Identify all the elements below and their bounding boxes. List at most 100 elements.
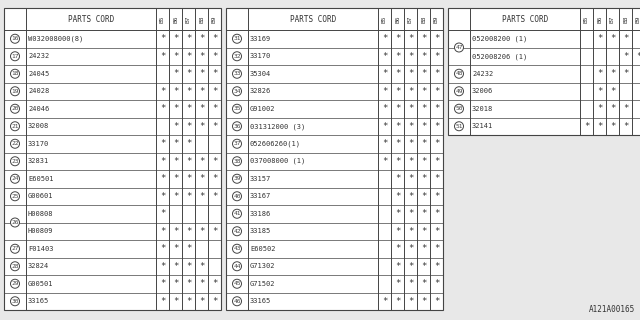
Text: *: *: [408, 192, 413, 201]
Text: 44: 44: [233, 264, 241, 269]
Text: *: *: [395, 52, 400, 61]
Text: 32006: 32006: [472, 88, 493, 94]
Text: *: *: [382, 69, 387, 78]
Text: *: *: [212, 87, 217, 96]
Text: B8: B8: [199, 15, 204, 23]
Text: *: *: [395, 104, 400, 113]
Text: *: *: [610, 87, 615, 96]
Text: *: *: [395, 157, 400, 166]
Text: *: *: [173, 297, 178, 306]
Text: 35: 35: [233, 106, 241, 111]
Text: *: *: [199, 69, 204, 78]
Text: *: *: [212, 122, 217, 131]
Text: *: *: [421, 262, 426, 271]
Text: B9: B9: [636, 15, 640, 23]
Text: 32831: 32831: [28, 158, 49, 164]
Text: *: *: [199, 192, 204, 201]
Text: H00809: H00809: [28, 228, 54, 234]
Text: B5: B5: [160, 15, 165, 23]
Text: *: *: [408, 279, 413, 288]
Text: 43: 43: [233, 246, 241, 251]
Text: *: *: [421, 104, 426, 113]
Text: *: *: [212, 174, 217, 183]
Text: *: *: [160, 157, 165, 166]
Text: 42: 42: [233, 229, 241, 234]
Text: *: *: [434, 279, 439, 288]
Text: PARTS CORD: PARTS CORD: [68, 14, 114, 23]
Text: A121A00165: A121A00165: [589, 305, 635, 314]
Text: *: *: [160, 192, 165, 201]
Text: 33186: 33186: [250, 211, 271, 217]
Text: *: *: [623, 52, 628, 61]
Text: 33169: 33169: [250, 36, 271, 42]
Text: *: *: [636, 52, 640, 61]
Text: *: *: [421, 297, 426, 306]
Text: 32826: 32826: [250, 88, 271, 94]
Text: *: *: [212, 192, 217, 201]
Text: 38: 38: [233, 159, 241, 164]
Text: 24028: 24028: [28, 88, 49, 94]
Text: 39: 39: [233, 176, 241, 181]
Text: *: *: [597, 87, 602, 96]
Text: *: *: [434, 262, 439, 271]
Text: F01403: F01403: [28, 246, 54, 252]
Text: *: *: [160, 244, 165, 253]
Text: *: *: [186, 192, 191, 201]
Text: 33167: 33167: [250, 193, 271, 199]
Text: *: *: [408, 52, 413, 61]
Text: 50: 50: [455, 106, 463, 111]
Text: *: *: [421, 69, 426, 78]
Text: *: *: [434, 52, 439, 61]
Text: G91002: G91002: [250, 106, 275, 112]
Text: *: *: [421, 209, 426, 218]
Text: *: *: [408, 297, 413, 306]
Text: *: *: [623, 34, 628, 43]
Text: *: *: [382, 87, 387, 96]
Text: *: *: [186, 279, 191, 288]
Text: B6: B6: [395, 15, 400, 23]
Text: *: *: [173, 227, 178, 236]
Text: *: *: [610, 69, 615, 78]
Text: *: *: [395, 297, 400, 306]
Text: 33185: 33185: [250, 228, 271, 234]
Text: 36: 36: [233, 124, 241, 129]
Text: *: *: [212, 297, 217, 306]
Text: *: *: [199, 262, 204, 271]
Text: B7: B7: [186, 15, 191, 23]
Text: *: *: [395, 139, 400, 148]
Text: B7: B7: [408, 15, 413, 23]
Text: 24: 24: [12, 176, 19, 181]
Text: *: *: [173, 157, 178, 166]
Text: G00501: G00501: [28, 281, 54, 287]
Text: 48: 48: [455, 71, 463, 76]
Text: *: *: [610, 122, 615, 131]
Text: *: *: [186, 87, 191, 96]
Text: *: *: [408, 174, 413, 183]
Text: 30: 30: [12, 299, 19, 304]
Text: 17: 17: [12, 54, 19, 59]
Text: 33165: 33165: [250, 298, 271, 304]
Text: 037008000 (1): 037008000 (1): [250, 158, 305, 164]
Text: *: *: [395, 262, 400, 271]
Text: *: *: [434, 192, 439, 201]
Text: H00808: H00808: [28, 211, 54, 217]
Text: *: *: [160, 209, 165, 218]
Text: *: *: [421, 279, 426, 288]
Text: *: *: [186, 34, 191, 43]
Text: *: *: [395, 174, 400, 183]
Text: *: *: [395, 122, 400, 131]
Text: *: *: [597, 122, 602, 131]
Text: *: *: [160, 104, 165, 113]
Text: 24232: 24232: [28, 53, 49, 59]
Text: *: *: [395, 87, 400, 96]
Text: *: *: [173, 174, 178, 183]
Text: *: *: [160, 52, 165, 61]
Text: *: *: [199, 297, 204, 306]
Text: *: *: [173, 104, 178, 113]
Text: *: *: [199, 104, 204, 113]
Text: *: *: [173, 69, 178, 78]
Text: 052008206 (1): 052008206 (1): [472, 53, 527, 60]
Text: 052008200 (1): 052008200 (1): [472, 36, 527, 42]
Text: *: *: [186, 227, 191, 236]
Text: *: *: [382, 104, 387, 113]
